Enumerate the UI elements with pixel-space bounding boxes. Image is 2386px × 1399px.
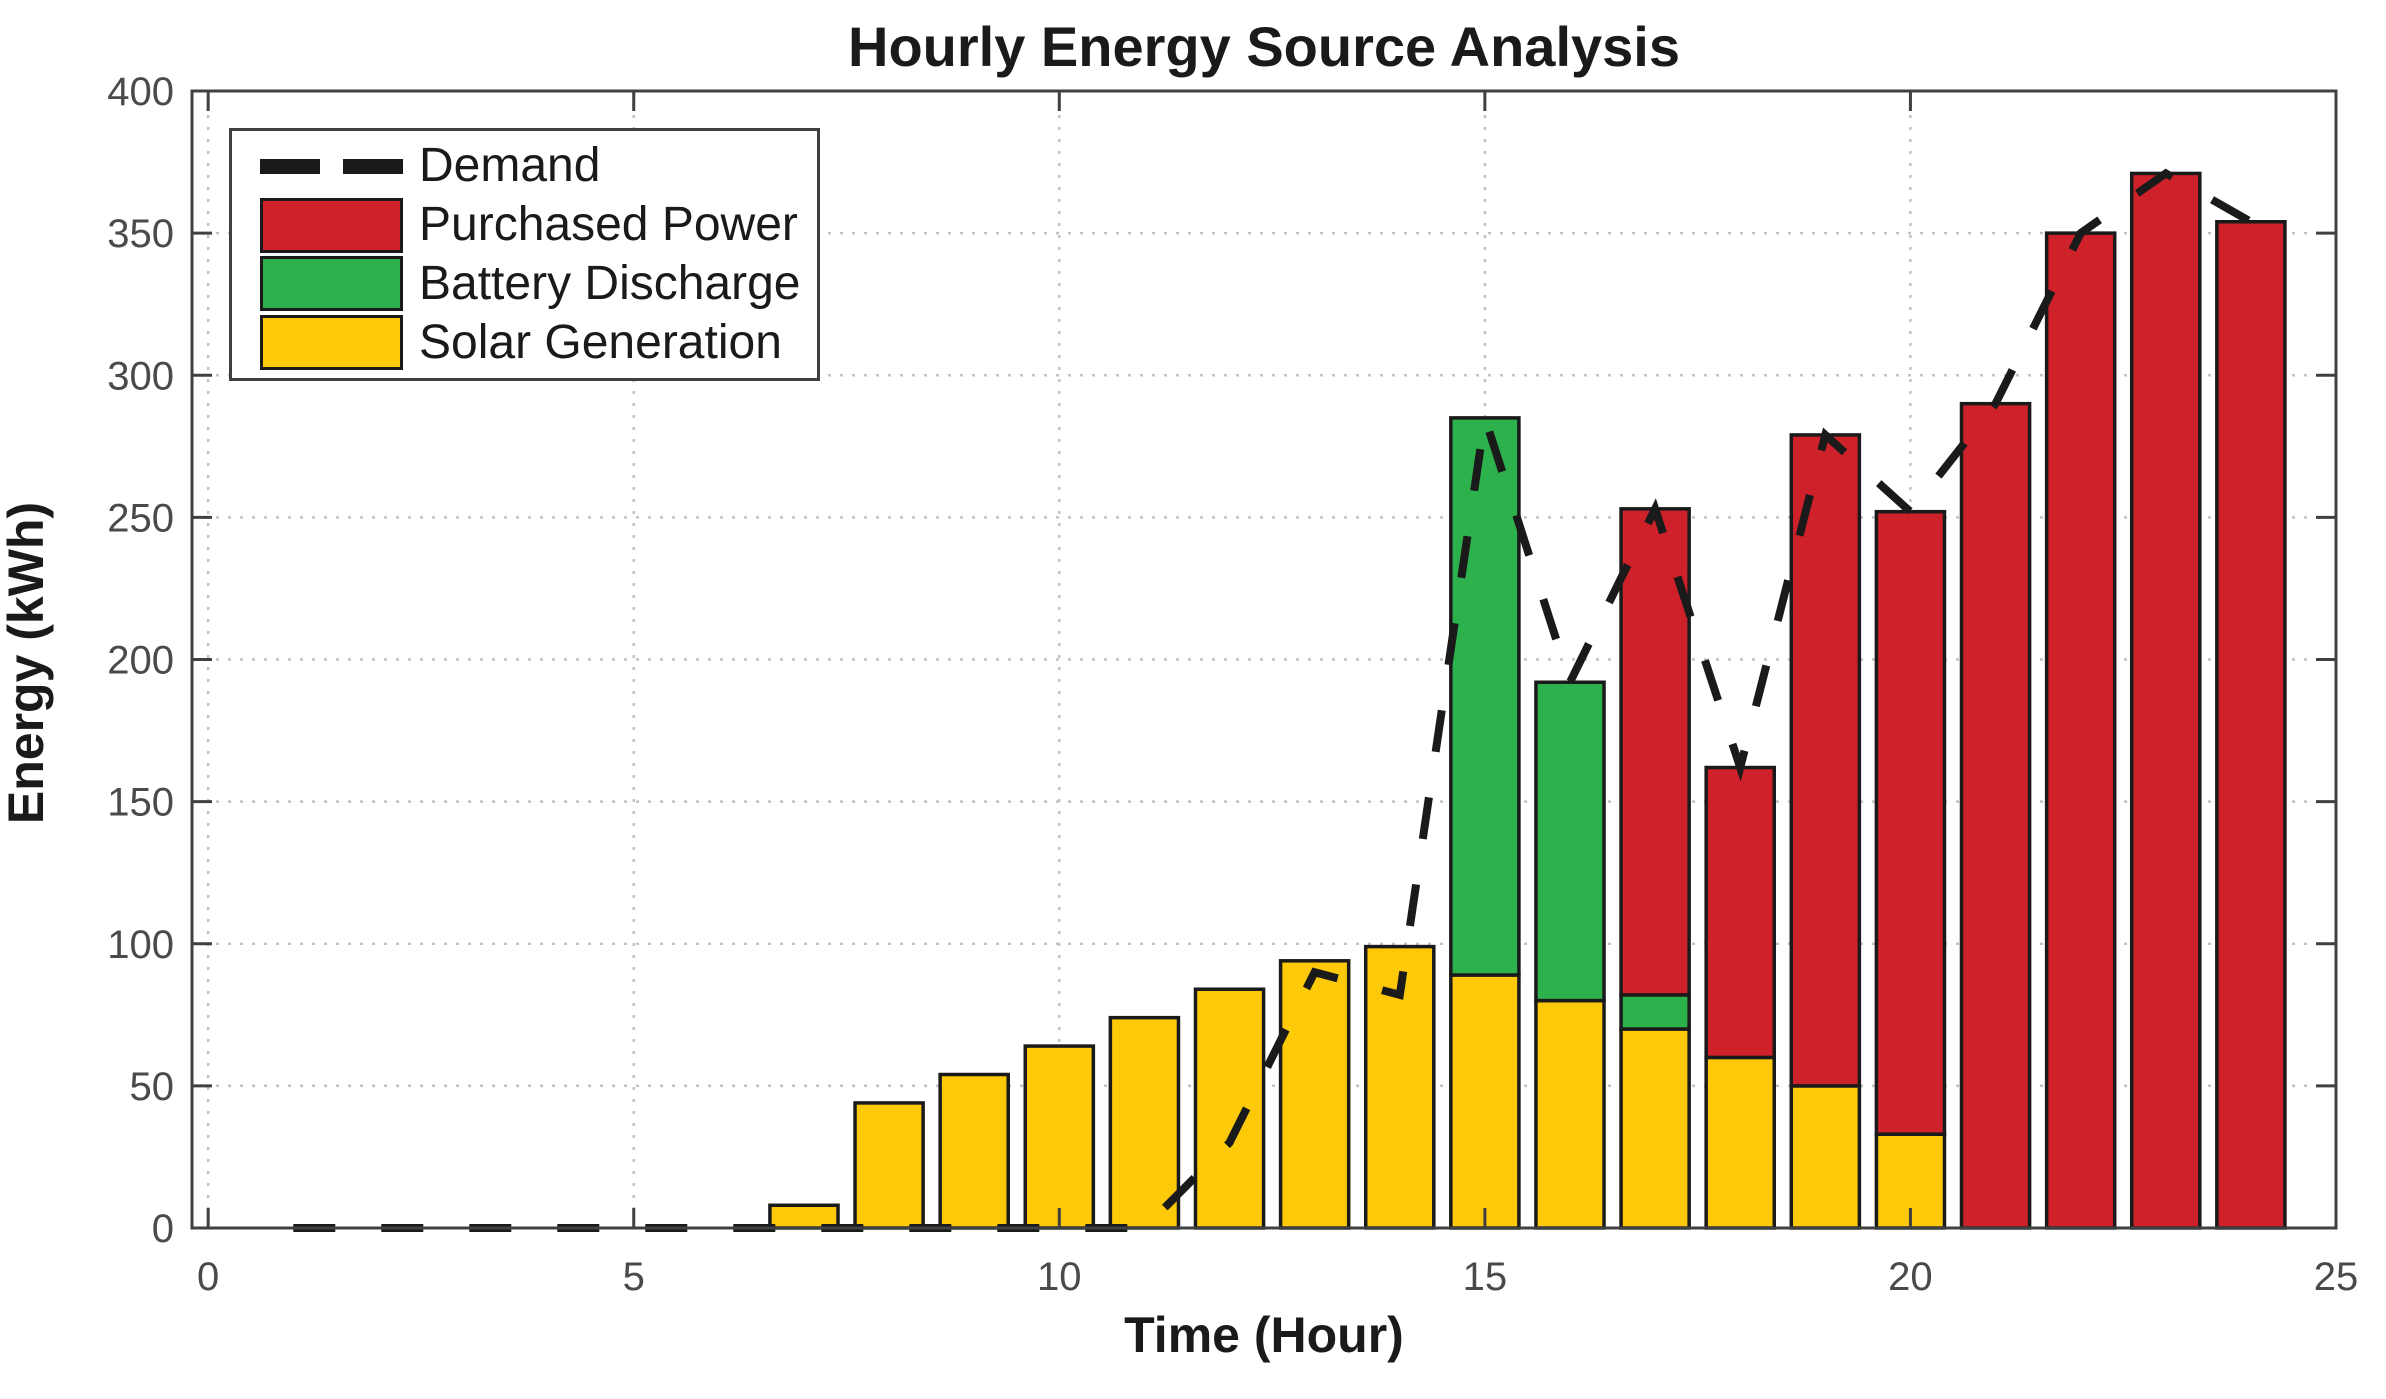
bar-segment xyxy=(1278,959,1351,1230)
axis-ticks xyxy=(192,89,2338,1230)
bar-segment xyxy=(1789,1084,1862,1230)
y-tick-label: 300 xyxy=(107,354,174,398)
bar-segment xyxy=(1449,416,1521,977)
legend-label-solar-generation: Solar Generation xyxy=(419,315,782,369)
chart-title: Hourly Energy Source Analysis xyxy=(848,15,1680,78)
legend-item-purchased-power: Purchased Power xyxy=(232,197,817,254)
y-axis-label: Energy (kWh) xyxy=(0,501,54,825)
x-tick-label: 10 xyxy=(1037,1255,1082,1299)
bar-segment xyxy=(2044,231,2117,1230)
yellow-patch-icon xyxy=(260,315,403,371)
bar-segment xyxy=(1534,680,1606,1003)
bar-segment xyxy=(1449,973,1521,1230)
stacked-bars xyxy=(768,171,2287,1230)
bar-segment xyxy=(1619,1027,1691,1230)
x-axis-label: Time (Hour) xyxy=(1124,1307,1404,1363)
bar-segment xyxy=(853,1101,925,1230)
bar-segment xyxy=(1704,765,1777,1060)
bar-segment xyxy=(1534,998,1606,1230)
red-patch-icon xyxy=(260,197,403,253)
bar-segment xyxy=(2215,220,2287,1230)
y-tick-label: 0 xyxy=(152,1207,174,1251)
x-tick-label: 15 xyxy=(1463,1255,1508,1299)
bar-segment xyxy=(938,1072,1010,1230)
y-tick-label: 150 xyxy=(107,781,174,825)
legend: Demand Purchased Power Battery Discharge… xyxy=(229,128,820,381)
bar-segment xyxy=(1704,1055,1777,1230)
bar-segment xyxy=(1619,993,1691,1031)
green-patch-icon xyxy=(260,256,403,312)
legend-item-battery-discharge: Battery Discharge xyxy=(232,255,817,312)
x-tick-label: 0 xyxy=(197,1255,219,1299)
legend-label-purchased-power: Purchased Power xyxy=(419,198,798,252)
x-tick-label: 25 xyxy=(2314,1255,2359,1299)
legend-item-solar-generation: Solar Generation xyxy=(232,314,817,371)
legend-item-demand: Demand xyxy=(232,138,817,195)
y-tick-labels: 0 50 100 150 200 250 300 350 400 xyxy=(107,70,174,1251)
bar-segment xyxy=(1959,401,2032,1230)
y-tick-label: 50 xyxy=(130,1065,175,1109)
bar-segment xyxy=(1023,1044,1096,1230)
demand-line xyxy=(293,168,2253,1232)
legend-label-demand: Demand xyxy=(419,139,601,193)
x-tick-label: 5 xyxy=(623,1255,645,1299)
bar-segment xyxy=(1789,433,1862,1088)
bar-segment xyxy=(1108,1015,1181,1230)
y-tick-label: 400 xyxy=(107,70,174,114)
x-tick-label: 20 xyxy=(1888,1255,1933,1299)
y-tick-label: 250 xyxy=(107,496,174,540)
bar-segment xyxy=(1193,987,1266,1230)
y-tick-label: 100 xyxy=(107,923,174,967)
dashed-line-icon xyxy=(260,139,403,194)
x-tick-labels: 0 5 10 15 20 25 xyxy=(197,1255,2358,1299)
y-tick-label: 200 xyxy=(107,639,174,683)
legend-label-battery-discharge: Battery Discharge xyxy=(419,256,801,310)
y-tick-label: 350 xyxy=(107,212,174,256)
bar-segment xyxy=(2129,171,2202,1230)
bar-segment xyxy=(1874,509,1947,1136)
